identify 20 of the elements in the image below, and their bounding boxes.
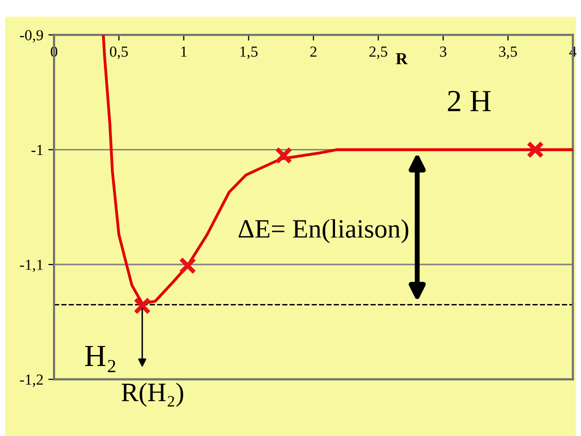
- y-tick-label: -1,1: [20, 260, 43, 272]
- x-axis-title: R: [396, 53, 408, 64]
- x-tick-label: 1: [181, 46, 187, 57]
- annotation: 2 H: [448, 90, 491, 112]
- x-tick-label: 3: [440, 46, 446, 57]
- x-tick-label: 1,5: [240, 46, 258, 59]
- y-tick-label: -0,9: [20, 30, 43, 43]
- x-tick-label: 3,5: [499, 46, 517, 59]
- x-tick-label: 2,5: [369, 46, 388, 59]
- point: [526, 141, 544, 158]
- point: [178, 256, 196, 274]
- annotation: ΔE= En(liaison): [238, 219, 408, 244]
- text: R(H₂): [122, 382, 184, 407]
- x-tick-label: 2: [310, 46, 316, 57]
- annotation: H₂: [85, 346, 116, 372]
- point: [134, 297, 151, 315]
- point: [274, 146, 292, 164]
- x-tick-label: 0,5: [110, 46, 128, 59]
- y-tick-label: -1,2: [20, 374, 43, 387]
- y-tick-label: -1: [31, 144, 43, 155]
